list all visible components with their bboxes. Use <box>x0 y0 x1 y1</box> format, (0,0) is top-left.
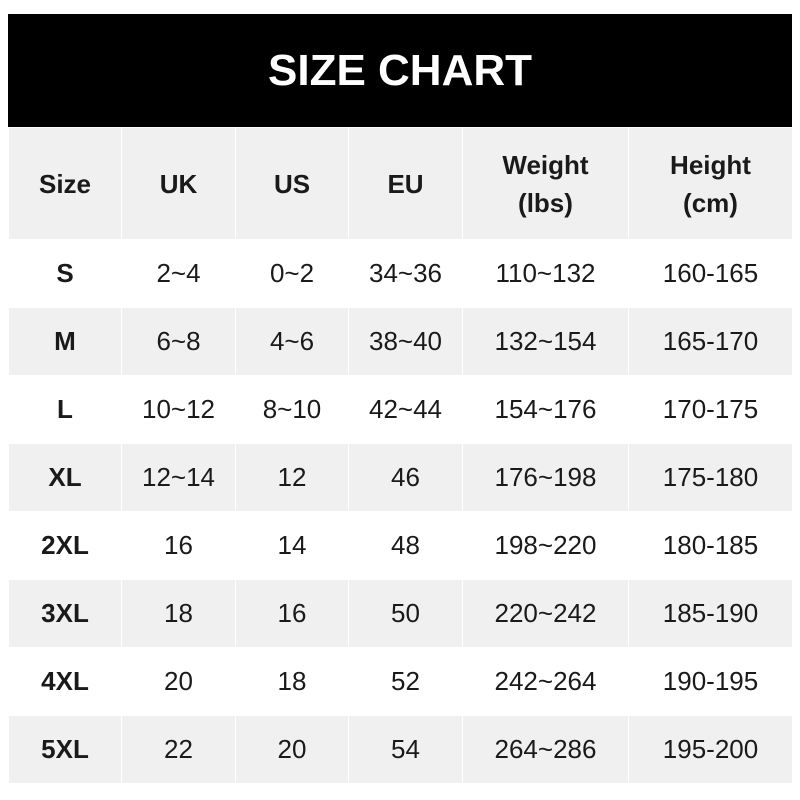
cell-height: 170-175 <box>628 375 793 444</box>
cell-height: 175-180 <box>628 443 793 512</box>
cell-eu: 54 <box>348 715 463 784</box>
cell-height: 190-195 <box>628 647 793 716</box>
column-header-line: US <box>273 168 311 199</box>
column-header-weight: Weight (lbs) <box>462 127 629 240</box>
cell-uk: 10~12 <box>121 375 236 444</box>
column-header-line: (lbs) <box>518 187 573 218</box>
table-row: 5XL 22 20 54 264~286 195-200 <box>8 715 793 784</box>
cell-size: 3XL <box>8 579 122 648</box>
cell-uk: 18 <box>121 579 236 648</box>
cell-size: XL <box>8 443 122 512</box>
cell-us: 14 <box>235 511 349 580</box>
cell-eu: 38~40 <box>348 307 463 376</box>
cell-us: 20 <box>235 715 349 784</box>
cell-weight: 110~132 <box>462 239 629 308</box>
column-header-line: Size <box>38 168 92 199</box>
cell-height: 160-165 <box>628 239 793 308</box>
table-row: M 6~8 4~6 38~40 132~154 165-170 <box>8 307 793 376</box>
column-header-eu: EU <box>348 127 463 240</box>
cell-eu: 42~44 <box>348 375 463 444</box>
cell-weight: 220~242 <box>462 579 629 648</box>
cell-us: 0~2 <box>235 239 349 308</box>
cell-eu: 48 <box>348 511 463 580</box>
cell-us: 18 <box>235 647 349 716</box>
column-header-us: US <box>235 127 349 240</box>
column-header-size: Size <box>8 127 122 240</box>
header-row: Size UK US EU Weight (lbs) Height (cm) <box>8 127 793 240</box>
column-header-line: EU <box>387 168 424 199</box>
cell-uk: 12~14 <box>121 443 236 512</box>
table-row: XL 12~14 12 46 176~198 175-180 <box>8 443 793 512</box>
cell-height: 195-200 <box>628 715 793 784</box>
cell-uk: 20 <box>121 647 236 716</box>
cell-size: 4XL <box>8 647 122 716</box>
table-row: S 2~4 0~2 34~36 110~132 160-165 <box>8 239 793 308</box>
column-header-line: UK <box>159 168 198 199</box>
cell-us: 12 <box>235 443 349 512</box>
cell-uk: 16 <box>121 511 236 580</box>
table-row: 3XL 18 16 50 220~242 185-190 <box>8 579 793 648</box>
size-chart-table: Size UK US EU Weight (lbs) Height (cm) S 2~4 0~2 3… <box>8 127 793 784</box>
column-header-line: (cm) <box>683 187 738 218</box>
table-row: 4XL 20 18 52 242~264 190-195 <box>8 647 793 716</box>
cell-weight: 132~154 <box>462 307 629 376</box>
column-header-line: Weight <box>502 149 589 180</box>
cell-size: M <box>8 307 122 376</box>
cell-weight: 198~220 <box>462 511 629 580</box>
cell-weight: 242~264 <box>462 647 629 716</box>
cell-eu: 50 <box>348 579 463 648</box>
table-row: L 10~12 8~10 42~44 154~176 170-175 <box>8 375 793 444</box>
cell-weight: 154~176 <box>462 375 629 444</box>
cell-height: 185-190 <box>628 579 793 648</box>
cell-us: 4~6 <box>235 307 349 376</box>
cell-us: 16 <box>235 579 349 648</box>
cell-weight: 176~198 <box>462 443 629 512</box>
cell-uk: 22 <box>121 715 236 784</box>
cell-uk: 6~8 <box>121 307 236 376</box>
cell-height: 180-185 <box>628 511 793 580</box>
cell-uk: 2~4 <box>121 239 236 308</box>
cell-us: 8~10 <box>235 375 349 444</box>
cell-size: S <box>8 239 122 308</box>
cell-eu: 46 <box>348 443 463 512</box>
cell-eu: 52 <box>348 647 463 716</box>
cell-weight: 264~286 <box>462 715 629 784</box>
column-header-height: Height (cm) <box>628 127 793 240</box>
column-header-uk: UK <box>121 127 236 240</box>
size-chart-title: SIZE CHART <box>8 14 792 127</box>
cell-size: L <box>8 375 122 444</box>
cell-eu: 34~36 <box>348 239 463 308</box>
table-row: 2XL 16 14 48 198~220 180-185 <box>8 511 793 580</box>
cell-height: 165-170 <box>628 307 793 376</box>
cell-size: 5XL <box>8 715 122 784</box>
cell-size: 2XL <box>8 511 122 580</box>
column-header-line: Height <box>670 149 751 180</box>
